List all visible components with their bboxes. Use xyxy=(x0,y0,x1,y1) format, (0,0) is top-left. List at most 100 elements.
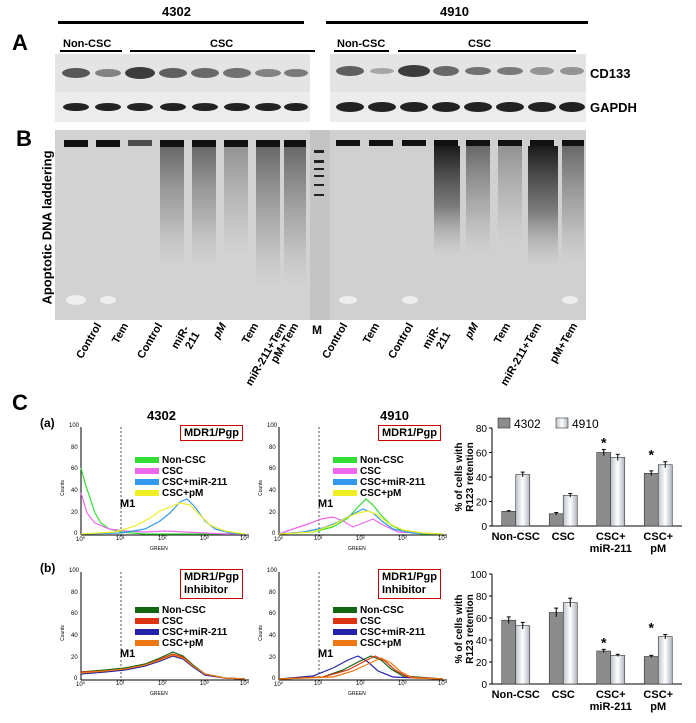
y-axis-label-line: R123 retention xyxy=(465,442,476,511)
legend-label: CSC xyxy=(360,616,382,627)
histogram-b-4910 xyxy=(263,568,448,694)
box-line-2: Inhibitor xyxy=(184,584,228,596)
bar xyxy=(515,625,531,685)
bar xyxy=(548,513,564,527)
legend-item: CSC+pM xyxy=(333,638,425,649)
histogram-b-4302 xyxy=(65,568,250,694)
y-tick-label: 60 xyxy=(476,449,488,460)
hist-tick-y: 20 xyxy=(269,655,276,661)
gate-label-m1: M1 xyxy=(318,498,334,510)
mdr1-box: MDR1/Pgp xyxy=(180,425,243,441)
significance-mark: * xyxy=(649,447,655,463)
row-a-label: (a) xyxy=(40,416,55,430)
row-label-cd133: CD133 xyxy=(590,66,631,81)
legend-item: CSC+miR-211 xyxy=(135,627,227,638)
y-tick-label: 80 xyxy=(476,592,488,603)
category-label: CSC xyxy=(552,689,575,701)
bar xyxy=(501,619,517,685)
legend-item: CSC+miR-211 xyxy=(333,477,425,488)
hist-tick-y: 80 xyxy=(269,445,276,451)
y-tick-label: 40 xyxy=(476,636,488,647)
legend-item: Non-CSC xyxy=(333,455,425,466)
legend-label: CSC xyxy=(162,466,184,477)
legend-label: Non-CSC xyxy=(162,605,206,616)
category-label: miR-211 xyxy=(590,543,632,555)
hist-tick-y: 40 xyxy=(71,633,78,639)
legend-label: CSC+pM xyxy=(162,638,204,649)
histogram-title-4910: 4910 xyxy=(380,408,409,423)
legend-label: CSC+miR-211 xyxy=(162,477,228,488)
hist-tick-x: 10⁰ xyxy=(76,682,86,688)
y-axis-label: % of cells withR123 retention xyxy=(454,442,476,511)
group-csc-4302: CSC xyxy=(210,38,234,50)
legend-swatch xyxy=(135,468,159,474)
y-tick-label: 20 xyxy=(476,658,488,669)
y-tick-label: 20 xyxy=(476,498,488,509)
hist-tick-y: 40 xyxy=(269,488,276,494)
category-label: Non-CSC xyxy=(492,689,540,701)
legend-label: CSC+pM xyxy=(360,638,402,649)
legend-swatch xyxy=(135,490,159,496)
category-label: pM xyxy=(650,701,666,713)
legend-label: 4302 xyxy=(514,417,541,431)
row-label-gapdh: GAPDH xyxy=(590,100,637,115)
y-axis-label-line: % of cells with xyxy=(454,595,465,664)
hist-tick-y: 40 xyxy=(269,633,276,639)
bar xyxy=(610,655,626,685)
hist-tick-x: 10² xyxy=(356,536,365,542)
category-label: CSC xyxy=(552,531,575,543)
legend-swatch xyxy=(333,618,357,624)
legend-label: CSC+miR-211 xyxy=(162,627,228,638)
legend-swatch xyxy=(135,607,159,613)
histogram-a-4302 xyxy=(65,423,250,549)
legend-swatch xyxy=(333,490,357,496)
hist-tick-x: 10¹ xyxy=(116,536,125,542)
bar xyxy=(657,464,673,527)
gate-label-m1: M1 xyxy=(120,648,136,660)
panel-a-label: A xyxy=(12,30,28,55)
legend-label: CSC+pM xyxy=(162,488,204,499)
legend-label: Non-CSC xyxy=(360,455,404,466)
legend-label: CSC+miR-211 xyxy=(360,477,426,488)
lane-label: miR-211 xyxy=(420,324,454,352)
legend-label: CSC xyxy=(360,466,382,477)
panel-a-graphics xyxy=(55,21,588,122)
histogram-a-4910 xyxy=(263,423,448,549)
cell-line-4910: 4910 xyxy=(440,4,469,19)
legend-swatch xyxy=(135,457,159,463)
category-label: pM xyxy=(650,543,666,555)
cell-line-4302: 4302 xyxy=(162,4,191,19)
y-tick-label: 0 xyxy=(481,522,487,533)
hist-tick-x: 10⁴ xyxy=(438,536,448,542)
y-axis-label-line: R123 retention xyxy=(465,594,476,663)
hist-tick-y: 100 xyxy=(267,568,278,574)
category-label: CSC+ xyxy=(596,689,626,701)
legend-swatch xyxy=(333,640,357,646)
gate-label-m1: M1 xyxy=(318,648,334,660)
bar xyxy=(643,656,659,685)
hist-tick-x: 10⁰ xyxy=(76,537,86,543)
hist-tick-y: 40 xyxy=(71,488,78,494)
significance-mark: * xyxy=(601,434,607,450)
hist-tick-x: 10⁰ xyxy=(274,537,284,543)
hist-tick-y: 80 xyxy=(269,590,276,596)
hist-tick-y: 80 xyxy=(71,590,78,596)
hist-tick-x: 10¹ xyxy=(314,536,323,542)
category-label: miR-211 xyxy=(590,701,632,713)
hist-tick-y: 0 xyxy=(272,676,276,682)
legend-item: CSC+miR-211 xyxy=(135,477,227,488)
group-csc-4910: CSC xyxy=(468,38,492,50)
y-axis-label-line: % of cells with xyxy=(454,443,465,512)
legend-label: 4910 xyxy=(572,417,599,431)
hist-tick-y: 100 xyxy=(69,568,80,574)
legend-item: CSC+miR-211 xyxy=(333,627,425,638)
legend-label: CSC+miR-211 xyxy=(360,627,426,638)
legend-label: Non-CSC xyxy=(360,605,404,616)
hist-tick-x: 10⁴ xyxy=(438,681,448,687)
bar xyxy=(548,612,564,685)
legend-swatch xyxy=(333,479,357,485)
hist-tick-x: 10² xyxy=(158,536,167,542)
bar xyxy=(515,474,531,527)
legend-swatch xyxy=(333,468,357,474)
